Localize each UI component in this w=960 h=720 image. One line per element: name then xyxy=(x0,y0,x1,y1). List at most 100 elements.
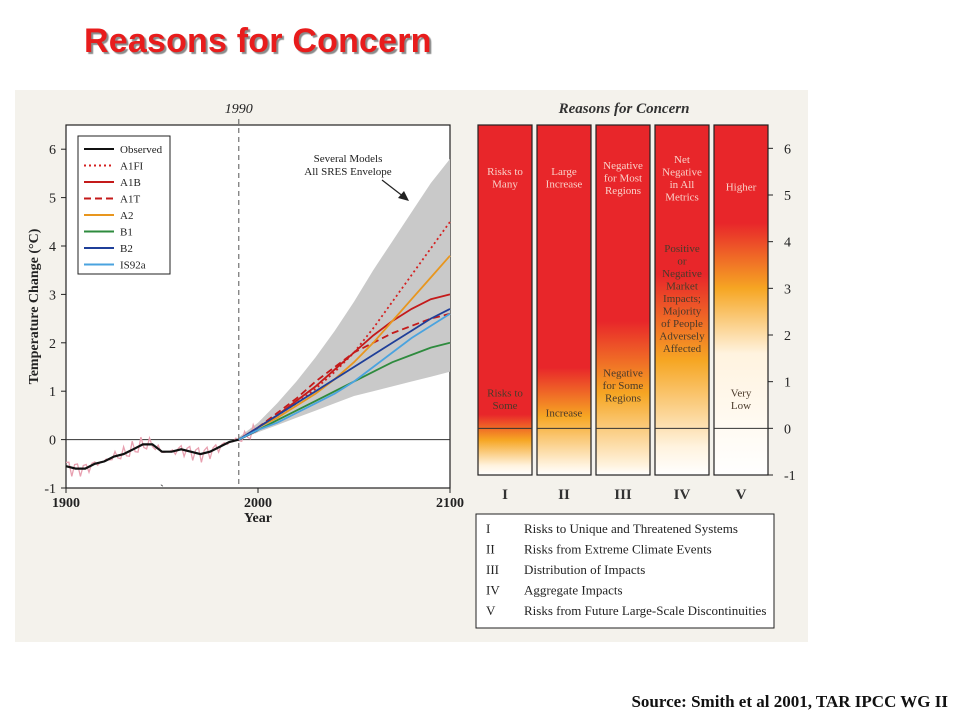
key-text-iv: Aggregate Impacts xyxy=(524,583,623,598)
rfc-label: Many xyxy=(492,179,518,191)
legend-label-a1b: A1B xyxy=(120,177,141,189)
rfc-label: for Most xyxy=(604,173,642,185)
slide-title: Reasons for Concern xyxy=(84,22,432,60)
legend-label-a1fi: A1FI xyxy=(120,161,144,173)
y-tick-label: 2 xyxy=(49,337,56,352)
rfc-y-tick-label: 4 xyxy=(784,236,791,251)
rfc-label: Higher xyxy=(726,181,757,193)
y-axis-label: Temperature Change (°C) xyxy=(27,228,42,384)
rfc-label: Market xyxy=(666,281,698,293)
x-tick-label: 2000 xyxy=(244,496,272,511)
rfc-roman-iv: IV xyxy=(674,487,691,503)
key-roman-iii: III xyxy=(486,562,499,577)
rfc-y-tick-label: -1 xyxy=(784,469,796,484)
y-tick-label: 1 xyxy=(49,385,56,400)
rfc-label: Positive xyxy=(664,243,700,255)
y-tick-label: 4 xyxy=(49,240,56,255)
rfc-label: Negative xyxy=(603,160,643,172)
rfc-label: Negative xyxy=(662,167,702,179)
rfc-label: Impacts; xyxy=(663,293,701,305)
key-text-i: Risks to Unique and Threatened Systems xyxy=(524,521,738,536)
rfc-label: or xyxy=(677,256,687,268)
key-text-ii: Risks from Extreme Climate Events xyxy=(524,542,712,557)
rfc-label: Net xyxy=(674,154,690,166)
rfc-y-tick-label: 0 xyxy=(784,422,791,437)
rfc-label: Majority xyxy=(663,306,702,318)
key-roman-iv: IV xyxy=(486,583,500,598)
y-tick-label: 0 xyxy=(49,434,56,449)
rfc-column-i xyxy=(477,124,533,476)
annotation-line-1: Several Models xyxy=(314,153,383,165)
series-a1t xyxy=(238,312,451,441)
rfc-column-ii xyxy=(536,124,592,476)
rfc-label: Increase xyxy=(546,408,583,420)
key-box xyxy=(475,513,775,629)
rfc-roman-ii: II xyxy=(558,487,570,503)
rfc-label: Regions xyxy=(605,185,641,197)
legend-label-b1: B1 xyxy=(120,227,133,239)
rfc-label: Large xyxy=(551,166,577,178)
series-a2 xyxy=(238,255,451,441)
rfc-column-v xyxy=(713,124,769,476)
key-roman-i: I xyxy=(486,521,490,536)
rfc-label: Some xyxy=(492,400,517,412)
rfc-label: Increase xyxy=(546,179,583,191)
panel-title: Reasons for Concern xyxy=(558,101,690,117)
rfc-y-tick-label: 5 xyxy=(784,189,791,204)
rfc-y-tick-label: 6 xyxy=(784,142,791,157)
source-citation: Source: Smith et al 2001, TAR IPCC WG II xyxy=(631,692,948,711)
rfc-label: in All xyxy=(670,179,695,191)
legend: Observed A1FI A1B A1T A2 B1 B2 IS92a xyxy=(77,135,171,275)
rfc-label: Low xyxy=(731,400,751,412)
annotation-arrow-head xyxy=(398,191,409,201)
x-tick-label: 2100 xyxy=(436,496,464,511)
rfc-y-tick-label: 2 xyxy=(784,329,791,344)
legend-label-a2: A2 xyxy=(120,210,133,222)
rfc-label: Negative xyxy=(603,368,643,380)
rfc-column-iv xyxy=(654,124,710,476)
x-axis-label: Year xyxy=(244,511,272,526)
rfc-label: for Some xyxy=(603,380,644,392)
stray-tick-mark: ` xyxy=(160,482,164,496)
rfc-label: Risks to xyxy=(487,166,523,178)
rfc-roman-i: I xyxy=(502,487,508,503)
sres-envelope xyxy=(238,158,450,440)
key-text-v: Risks from Future Large-Scale Discontinu… xyxy=(524,603,766,618)
legend-box xyxy=(77,135,171,275)
series-b2 xyxy=(238,308,451,441)
y-tick-label: 6 xyxy=(49,143,56,158)
rfc-y-tick-label: 3 xyxy=(784,282,791,297)
rfc-roman-v: V xyxy=(736,487,747,503)
rfc-label: Risks to xyxy=(487,388,523,400)
annotation-line-2: All SRES Envelope xyxy=(304,166,392,178)
key-roman-v: V xyxy=(486,603,496,618)
x-tick-label: 1900 xyxy=(52,496,80,511)
rfc-label: of People xyxy=(661,318,703,330)
rfc-label: Very xyxy=(731,388,752,400)
rfc-column-iii xyxy=(595,124,651,476)
rfc-label: Negative xyxy=(662,268,702,280)
rfc-y-tick-label: 1 xyxy=(784,376,791,391)
rfc-label: Affected xyxy=(663,343,702,355)
series-b1 xyxy=(238,341,451,441)
rfc-roman-iii: III xyxy=(614,487,632,503)
rfc-label: Metrics xyxy=(665,192,699,204)
year-1990-label: 1990 xyxy=(225,102,253,117)
key-text-iii: Distribution of Impacts xyxy=(524,562,645,577)
y-tick-label: 5 xyxy=(49,192,56,207)
y-tick-label: -1 xyxy=(44,482,56,497)
legend-label-observed: Observed xyxy=(120,144,163,156)
series-is92a xyxy=(238,313,451,441)
legend-label-a1t: A1T xyxy=(120,194,140,206)
legend-label-is92a: IS92a xyxy=(120,260,146,272)
rfc-label: Adversely xyxy=(659,331,705,343)
key-roman-ii: II xyxy=(486,542,495,557)
y-tick-label: 3 xyxy=(49,288,56,303)
legend-label-b2: B2 xyxy=(120,243,133,255)
annotation-arrow-shaft xyxy=(381,179,405,198)
series-observed xyxy=(65,428,259,470)
rfc-label: Regions xyxy=(605,393,641,405)
